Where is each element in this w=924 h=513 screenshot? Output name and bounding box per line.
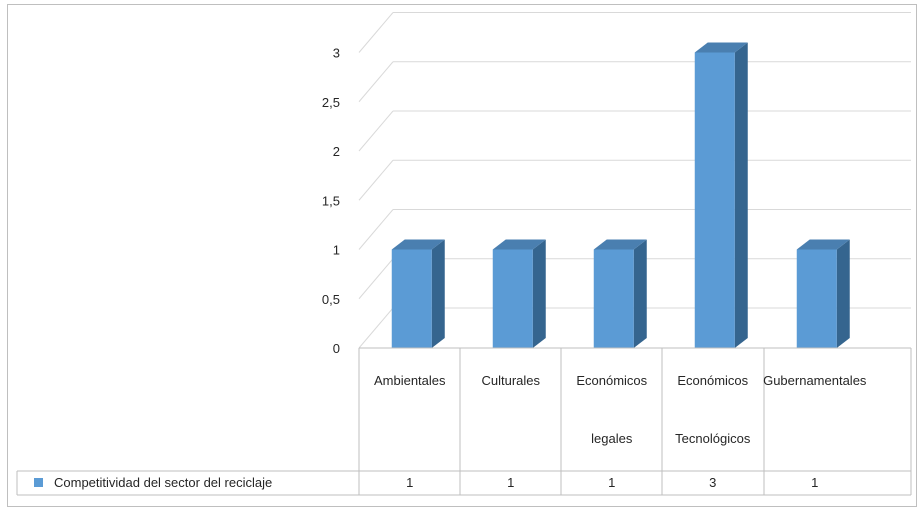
gridline-depth <box>358 110 394 152</box>
bar-top <box>391 239 445 250</box>
bar-chart-3d: 0 0,5 1 1,5 2 2,5 3 Ambientales Culturales Económ… <box>16 12 912 496</box>
bar-top <box>694 42 748 53</box>
x-tick-label: Tecnológicos <box>675 431 751 446</box>
y-tick-label: 2 <box>333 144 340 159</box>
bar <box>492 249 533 348</box>
bar <box>593 249 634 348</box>
bar-side <box>431 239 445 348</box>
gridline-depth <box>358 307 394 349</box>
x-tick-label: legales <box>591 431 633 446</box>
gridline-depth <box>358 209 394 250</box>
x-tick-label: Culturales <box>481 373 540 388</box>
y-tick-label: 2,5 <box>322 95 340 110</box>
bar <box>796 249 837 348</box>
data-label: 1 <box>406 475 413 490</box>
bar-side <box>633 239 647 348</box>
x-tick-label: Gubernamentales <box>763 373 867 388</box>
bar-side <box>836 239 850 348</box>
chart-frame: 0 0,5 1 1,5 2 2,5 3 Ambientales Culturales Económ… <box>7 4 917 507</box>
bar-side <box>532 239 546 348</box>
bar-top <box>492 239 546 250</box>
gridline-depth <box>358 61 394 103</box>
bar-side <box>734 42 748 348</box>
data-label: 1 <box>811 475 818 490</box>
y-tick-label: 0,5 <box>322 292 340 307</box>
gridline-depth <box>358 258 394 300</box>
x-tick-label: Económicos <box>576 373 647 388</box>
y-tick-label: 0 <box>333 341 340 356</box>
y-tick-label: 1,5 <box>322 193 340 208</box>
data-label: 1 <box>507 475 514 490</box>
x-tick-label: Económicos <box>677 373 748 388</box>
y-tick-label: 3 <box>333 46 340 61</box>
bar-top <box>593 239 647 250</box>
legend-label: Competitividad del sector del reciclaje <box>54 475 272 490</box>
data-label: 1 <box>608 475 615 490</box>
bar <box>694 52 735 348</box>
data-label: 3 <box>709 475 716 490</box>
bar-top <box>796 239 850 250</box>
gridline-depth <box>358 159 394 201</box>
gridline-depth <box>358 12 394 53</box>
x-tick-label: Ambientales <box>374 373 446 388</box>
y-tick-label: 1 <box>333 243 340 258</box>
legend-key <box>34 478 43 487</box>
bar <box>391 249 432 348</box>
